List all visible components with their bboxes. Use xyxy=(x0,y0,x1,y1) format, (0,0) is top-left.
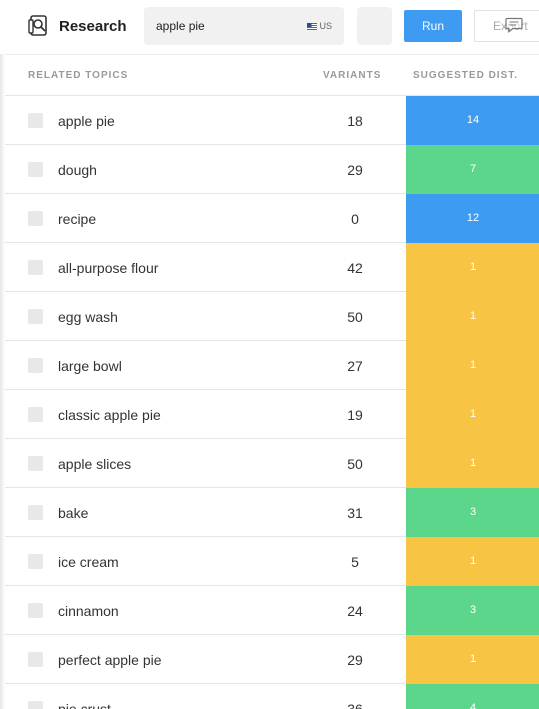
table-row[interactable]: dough 29 7 xyxy=(5,145,539,194)
topic-label: pie crust xyxy=(58,701,111,709)
row-checkbox[interactable] xyxy=(28,407,43,422)
suggested-dist-cell: 12 xyxy=(406,194,539,243)
column-header-topics[interactable]: RELATED TOPICS xyxy=(28,70,129,81)
suggested-dist-cell: 1 xyxy=(406,537,539,586)
variants-count: 42 xyxy=(347,260,363,276)
topic-label: apple slices xyxy=(58,456,132,472)
column-header-suggested-dist[interactable]: SUGGESTED DIST. xyxy=(413,70,519,81)
variants-count: 24 xyxy=(347,603,363,619)
table-body: apple pie 18 14 dough 29 7 recipe 0 12 all-purpos… xyxy=(5,96,539,709)
left-panel-edge xyxy=(0,40,5,709)
variants-count: 18 xyxy=(347,113,363,129)
topic-label: apple pie xyxy=(58,113,115,129)
suggested-dist-cell: 1 xyxy=(406,390,539,439)
topic-label: all-purpose flour xyxy=(58,260,159,276)
table-row[interactable]: recipe 0 12 xyxy=(5,194,539,243)
row-checkbox[interactable] xyxy=(28,701,43,709)
row-checkbox[interactable] xyxy=(28,652,43,667)
us-flag-icon xyxy=(307,22,318,30)
suggested-dist-cell: 4 xyxy=(406,684,539,709)
row-checkbox[interactable] xyxy=(28,113,43,128)
topic-label: classic apple pie xyxy=(58,407,161,423)
table-row[interactable]: apple pie 18 14 xyxy=(5,96,539,145)
row-checkbox[interactable] xyxy=(28,505,43,520)
row-checkbox[interactable] xyxy=(28,162,43,177)
suggested-dist-cell: 7 xyxy=(406,145,539,194)
variants-count: 19 xyxy=(347,407,363,423)
variants-count: 5 xyxy=(351,554,359,570)
search-input[interactable] xyxy=(156,17,296,35)
suggested-dist-cell: 1 xyxy=(406,341,539,390)
variants-count: 36 xyxy=(347,701,363,709)
suggested-dist-cell: 1 xyxy=(406,439,539,488)
row-checkbox[interactable] xyxy=(28,211,43,226)
table-row[interactable]: bake 31 3 xyxy=(5,488,539,537)
variants-count: 29 xyxy=(347,652,363,668)
suggested-dist-cell: 14 xyxy=(406,96,539,145)
locale-selector[interactable]: US xyxy=(307,19,332,33)
topic-label: perfect apple pie xyxy=(58,652,162,668)
variants-count: 0 xyxy=(351,211,359,227)
suggested-dist-cell: 1 xyxy=(406,635,539,684)
topic-label: cinnamon xyxy=(58,603,119,619)
chat-bubble-icon[interactable] xyxy=(505,17,523,33)
topic-label: dough xyxy=(58,162,97,178)
row-checkbox[interactable] xyxy=(28,456,43,471)
topic-label: egg wash xyxy=(58,309,118,325)
variants-count: 50 xyxy=(347,456,363,472)
suggested-dist-cell: 1 xyxy=(406,243,539,292)
variants-count: 29 xyxy=(347,162,363,178)
table-row[interactable]: pie crust 36 4 xyxy=(5,684,539,709)
search-box[interactable]: US xyxy=(144,7,344,45)
topic-label: ice cream xyxy=(58,554,119,570)
research-search-icon xyxy=(28,15,47,36)
topic-label: recipe xyxy=(58,211,97,227)
run-button[interactable]: Run xyxy=(404,10,462,42)
options-button[interactable] xyxy=(357,7,392,45)
suggested-dist-cell: 1 xyxy=(406,292,539,341)
row-checkbox[interactable] xyxy=(28,309,43,324)
table-row[interactable]: large bowl 27 1 xyxy=(5,341,539,390)
table-row[interactable]: apple slices 50 1 xyxy=(5,439,539,488)
topic-label: bake xyxy=(58,505,89,521)
variants-count: 31 xyxy=(347,505,363,521)
suggested-dist-cell: 3 xyxy=(406,586,539,635)
row-checkbox[interactable] xyxy=(28,603,43,618)
table-row[interactable]: classic apple pie 19 1 xyxy=(5,390,539,439)
variants-count: 27 xyxy=(347,358,363,374)
related-topics-table: RELATED TOPICS VARIANTS SUGGESTED DIST. … xyxy=(5,54,539,709)
table-row[interactable]: egg wash 50 1 xyxy=(5,292,539,341)
table-row[interactable]: perfect apple pie 29 1 xyxy=(5,635,539,684)
table-row[interactable]: all-purpose flour 42 1 xyxy=(5,243,539,292)
table-header: RELATED TOPICS VARIANTS SUGGESTED DIST. xyxy=(5,54,539,96)
suggested-dist-cell: 3 xyxy=(406,488,539,537)
table-row[interactable]: ice cream 5 1 xyxy=(5,537,539,586)
column-header-variants[interactable]: VARIANTS xyxy=(323,70,382,81)
top-toolbar: Research US Run Export xyxy=(0,0,539,54)
table-row[interactable]: cinnamon 24 3 xyxy=(5,586,539,635)
locale-label: US xyxy=(319,21,332,31)
variants-count: 50 xyxy=(347,309,363,325)
row-checkbox[interactable] xyxy=(28,554,43,569)
row-checkbox[interactable] xyxy=(28,358,43,373)
row-checkbox[interactable] xyxy=(28,260,43,275)
topic-label: large bowl xyxy=(58,358,122,374)
app-title: Research xyxy=(59,18,127,35)
